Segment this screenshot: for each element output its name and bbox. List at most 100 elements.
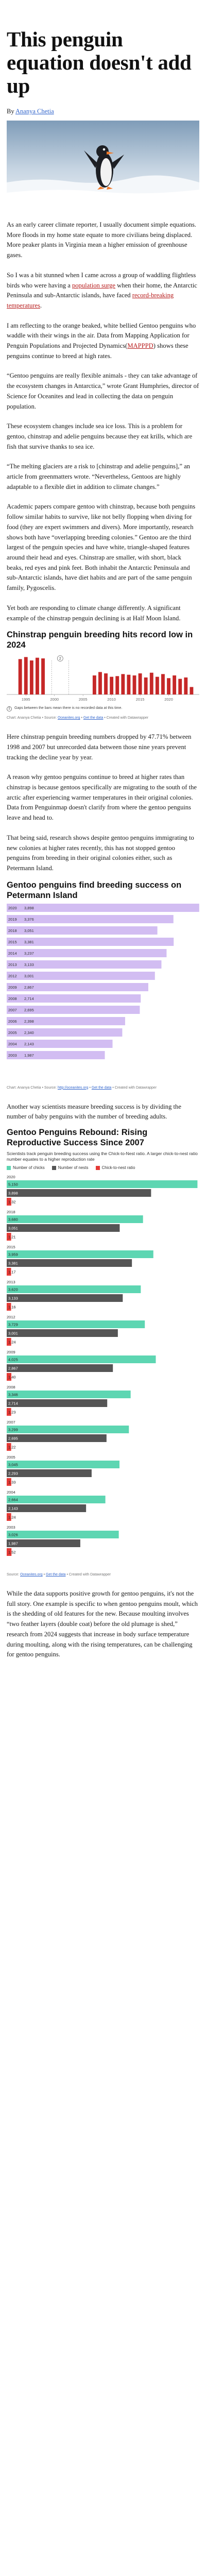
chinstrap-bar [190, 687, 194, 695]
gentoo-population-chart: Gentoo penguins find breeding success on… [7, 880, 199, 1091]
year-label: 2013 [8, 962, 17, 967]
gentoo-bar [7, 1005, 140, 1014]
year-label: 2018 [8, 928, 17, 933]
value-label: 2,867 [8, 1366, 18, 1371]
chart-note: 1 Gaps between the bars mean there is no… [7, 706, 199, 712]
value-label: 2,867 [24, 985, 34, 990]
nests-bar [7, 1224, 120, 1232]
nests-bar [7, 1539, 80, 1548]
value-label: 3,346 [8, 1393, 18, 1397]
value-label: 2,398 [24, 1019, 34, 1024]
value-label: 2,664 [8, 1498, 18, 1502]
chicks-bar [7, 1250, 153, 1259]
year-label: 2020 [8, 906, 17, 910]
paragraph-13: While the data supports positive growth … [7, 1590, 198, 1658]
ratio-bar [7, 1408, 11, 1416]
value-label: 3,376 [24, 917, 34, 922]
article: This penguin equation doesn't add up By … [7, 27, 199, 1658]
value-label: 2,695 [24, 1008, 34, 1012]
gentoo-chart-title: Gentoo penguins find breeding success on… [7, 880, 182, 900]
rebound-grouped-bar-chart: 2020 5,150 3,898 1.32 2018 3,680 3,051 1.21 2015… [7, 1175, 198, 1556]
year-label: 2008 [8, 996, 17, 1001]
value-label: 2,340 [24, 1030, 34, 1035]
paragraph-8: Yet both are responding to climate chang… [7, 604, 181, 622]
chinstrap-bar [18, 659, 22, 695]
get-data-link[interactable]: Get the data [91, 1086, 112, 1090]
value-label: 3,001 [24, 974, 34, 978]
value-label: 3,898 [8, 1191, 18, 1196]
value-label: 3,026 [8, 1533, 18, 1537]
year-label: 2005 [7, 1455, 15, 1460]
get-data-link[interactable]: Get the data [46, 1573, 66, 1577]
year-label: 2009 [8, 985, 17, 990]
value-label: 3,381 [8, 1261, 18, 1266]
nests-bar [7, 1504, 87, 1513]
gentoo-chart-source: Chart: Ananya Chetia • Source: http://oc… [7, 1086, 157, 1090]
chinstrap-bar [24, 657, 28, 695]
value-label: 3,051 [24, 928, 34, 933]
value-label: 3,898 [24, 906, 34, 910]
mapppd-link[interactable]: MAPPPD [127, 342, 153, 350]
ratio-bar [7, 1338, 11, 1346]
paragraph-9: Here chinstrap penguin breeding numbers … [7, 733, 192, 761]
source-link[interactable]: Oceanites.org [20, 1573, 43, 1577]
value-label: 2,143 [24, 1042, 34, 1046]
get-data-link[interactable]: Get the data [83, 716, 104, 720]
value-label: 3,299 [8, 1428, 18, 1432]
value-label: 2,695 [8, 1436, 18, 1441]
chicks-bar [7, 1285, 141, 1294]
population-surge-link[interactable]: population surge [72, 281, 116, 289]
nests-bar [7, 1364, 113, 1372]
value-label: 1.24 [8, 1340, 16, 1345]
paragraph-12: Another way scientists measure breeding … [7, 1103, 181, 1121]
nests-bar [7, 1259, 132, 1267]
gentoo-bar-chart: 2020 3,898 2019 3,376 2018 3,051 2015 3,381 2014… [7, 903, 199, 1059]
x-tick-label: 1995 [22, 697, 30, 702]
year-label: 2013 [7, 1280, 15, 1284]
paragraph-4: “Gentoo penguins are really flexible ani… [7, 372, 199, 410]
record-temperatures-link[interactable]: record-breaking temperatures [7, 292, 174, 309]
chicks-bar [7, 1180, 198, 1189]
chinstrap-chart-title: Chinstrap penguin breeding hits record l… [7, 630, 193, 650]
gentoo-bar [7, 1016, 125, 1025]
year-label: 2006 [8, 1019, 17, 1024]
x-tick-label: 2020 [164, 697, 173, 702]
author-link[interactable]: Ananya Chetia [15, 108, 54, 115]
chinstrap-bar [104, 673, 108, 695]
value-label: 2,714 [24, 996, 34, 1001]
value-label: 3,381 [24, 940, 34, 944]
chicks-bar [7, 1461, 120, 1469]
article-title: This penguin equation doesn't add up [7, 27, 192, 97]
value-label: 3,133 [24, 962, 34, 967]
year-label: 2008 [7, 1385, 15, 1389]
gentoo-bar [7, 937, 174, 946]
value-label: 3,680 [8, 1217, 18, 1222]
year-label: 2020 [7, 1175, 15, 1179]
source-link[interactable]: http://oceanites.org [57, 1086, 89, 1090]
value-label: 1.32 [8, 1200, 16, 1205]
value-label: 3,133 [8, 1296, 18, 1301]
value-label: 3,729 [8, 1323, 18, 1327]
nests-bar [7, 1434, 107, 1443]
chinstrap-bar [155, 676, 159, 695]
paragraph-10: A reason why gentoo penguins continue to… [7, 773, 197, 822]
chicks-bar [7, 1355, 156, 1364]
paragraph-1: As an early career climate reporter, I u… [7, 221, 197, 259]
chinstrap-chart-source: Chart: Ananya Chetia • Source: Oceanites… [7, 716, 149, 720]
paragraph-5: These ecosystem changes include sea ice … [7, 422, 193, 450]
chinstrap-bar [41, 658, 45, 695]
x-tick-label: 2000 [50, 697, 59, 702]
byline: By Ananya Chetia [7, 108, 199, 115]
chicks-bar [7, 1391, 131, 1399]
source-link[interactable]: Oceanites.org [57, 716, 80, 720]
gentoo-bar [7, 914, 174, 923]
year-label: 2012 [8, 974, 17, 978]
chinstrap-bar-chart: 1995 2000 2005 2010 2015 2020 2 [7, 655, 199, 702]
chicks-bar [7, 1496, 106, 1504]
value-label: 3,237 [24, 951, 34, 956]
year-label: 2014 [8, 951, 17, 956]
value-label: 1.24 [8, 1515, 16, 1520]
ratio-bar [7, 1478, 11, 1486]
value-label: 3,959 [8, 1252, 18, 1257]
year-label: 2007 [8, 1008, 17, 1012]
